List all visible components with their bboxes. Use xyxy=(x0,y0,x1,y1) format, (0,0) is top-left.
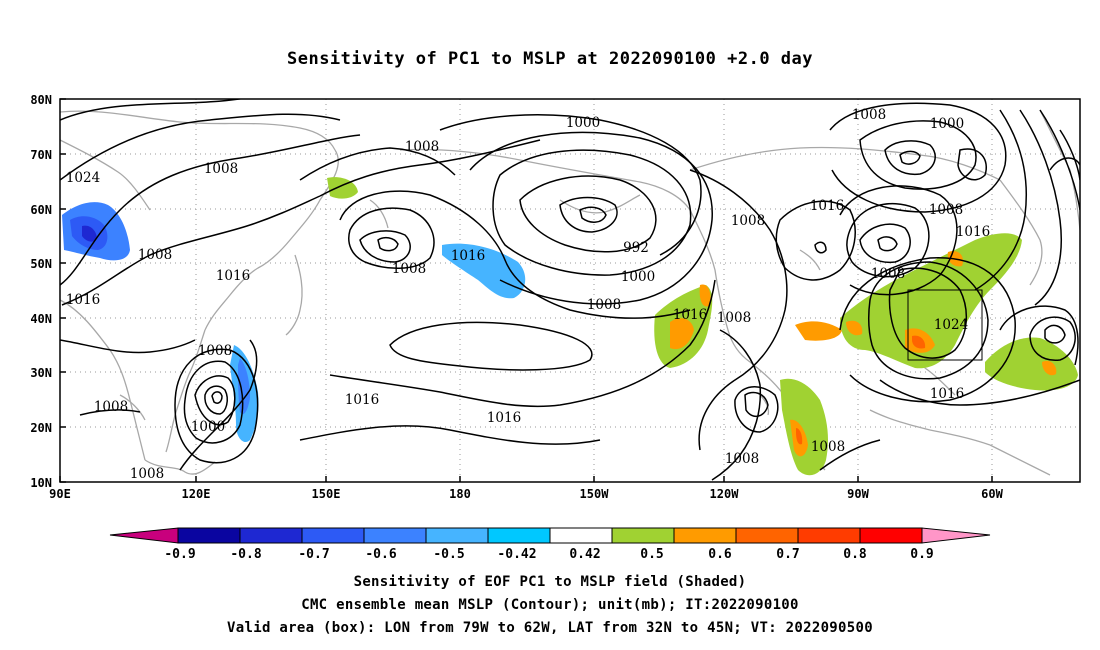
lon-tick-label: 150E xyxy=(312,487,341,501)
colorbar-tick-label: -0.9 xyxy=(164,547,195,562)
lon-tick-label: 150W xyxy=(580,487,610,501)
colorbar-tick-label: -0.7 xyxy=(298,547,329,562)
colorbar-cell xyxy=(301,527,365,544)
lat-tick-label: 40N xyxy=(30,312,52,326)
mslp-contours xyxy=(60,99,1080,481)
contour-label: 1008 xyxy=(405,139,439,155)
colorbar-tick-label: -0.5 xyxy=(433,547,464,562)
valid-area-box xyxy=(907,289,983,361)
lat-tick-label: 50N xyxy=(30,257,52,271)
lon-tick-labels: 90E 120E 150E 180 150W 120W 90W 60W xyxy=(49,487,1003,501)
caption-line-1: Sensitivity of EOF PC1 to MSLP field (Sh… xyxy=(353,574,747,590)
colorbar-cell xyxy=(177,527,241,544)
colorbar-cell xyxy=(487,527,551,544)
contour-label: 1008 xyxy=(198,343,232,359)
lat-tick-label: 20N xyxy=(30,421,52,435)
contour-label: 1000 xyxy=(930,116,964,132)
contour-label: 1024 xyxy=(66,170,100,186)
contour-label: 1008 xyxy=(871,266,905,282)
contour-label: 1008 xyxy=(204,161,238,177)
caption-line-3: Valid area (box): LON from 79W to 62W, L… xyxy=(227,620,873,636)
contour-label: 1008 xyxy=(731,213,765,229)
colorbar-left-triangle xyxy=(109,527,179,544)
colorbar-cell xyxy=(363,527,427,544)
colorbar-tick-label: 0.9 xyxy=(910,547,933,562)
colorbar-tick-label: -0.6 xyxy=(365,547,396,562)
contour-label: 1000 xyxy=(566,115,600,131)
colorbar-cell xyxy=(735,527,799,544)
colorbar-cell xyxy=(673,527,737,544)
contour-label: 1008 xyxy=(929,202,963,218)
colorbar-tick-label: -0.8 xyxy=(230,547,261,562)
colorbar-cell xyxy=(611,527,675,544)
contour-label: 1024 xyxy=(934,317,968,333)
caption-line-2: CMC ensemble mean MSLP (Contour); unit(m… xyxy=(301,597,799,613)
contour-label: 1016 xyxy=(216,268,250,284)
contour-labels: 1000 1024 1008 1008 1008 1016 1016 1008 … xyxy=(66,107,990,482)
contour-label: 1016 xyxy=(451,248,485,264)
contour-label: 1000 xyxy=(621,269,655,285)
colorbar-tick-label: 0.6 xyxy=(708,547,732,562)
colorbar-tick-label: -0.42 xyxy=(497,547,536,562)
contour-label: 1008 xyxy=(94,399,128,415)
contour-label: 1008 xyxy=(725,451,759,467)
contour-label: 1008 xyxy=(130,466,164,482)
contour-label: 1008 xyxy=(587,297,621,313)
colorbar xyxy=(109,527,991,544)
contour-label: 1016 xyxy=(956,224,990,240)
colorbar-cell xyxy=(859,527,923,544)
contour-label: 1016 xyxy=(345,392,379,408)
lon-tick-label: 120W xyxy=(710,487,740,501)
contour-label: 992 xyxy=(623,240,649,256)
contour-label: 1008 xyxy=(852,107,886,123)
contour-label: 1016 xyxy=(810,198,844,214)
lat-tick-label: 10N xyxy=(30,476,52,490)
colorbar-cell xyxy=(425,527,489,544)
lat-tick-label: 70N xyxy=(30,148,52,162)
contour-label: 1016 xyxy=(66,292,100,308)
colorbar-right-triangle xyxy=(921,527,991,544)
lon-tick-label: 120E xyxy=(182,487,211,501)
colorbar-tick-label: 0.7 xyxy=(776,547,799,562)
colorbar-tick-label: 0.42 xyxy=(569,547,600,562)
plot-border xyxy=(59,98,1081,483)
lat-tick-labels: 80N 70N 60N 50N 40N 30N 20N 10N xyxy=(30,93,52,490)
lat-tick-label: 30N xyxy=(30,366,52,380)
lon-tick-label: 90W xyxy=(847,487,869,501)
colorbar-tick-labels: -0.9 -0.8 -0.7 -0.6 -0.5 -0.42 0.42 0.5 … xyxy=(164,547,933,562)
contour-label: 1000 xyxy=(191,419,225,435)
map-title: Sensitivity of PC1 to MSLP at 2022090100… xyxy=(286,49,813,69)
contour-label: 1008 xyxy=(392,261,426,277)
contour-label: 1016 xyxy=(673,307,707,323)
colorbar-cell xyxy=(239,527,303,544)
colorbar-cell xyxy=(797,527,861,544)
lat-tick-label: 60N xyxy=(30,203,52,217)
lon-tick-label: 90E xyxy=(49,487,71,501)
lon-tick-label: 180 xyxy=(449,487,471,501)
colorbar-tick-label: 0.8 xyxy=(843,547,867,562)
contour-label: 1008 xyxy=(138,247,172,263)
contour-label: 1008 xyxy=(811,439,845,455)
axis-ticks xyxy=(59,98,993,483)
contour-label: 1016 xyxy=(487,410,521,426)
colorbar-cell xyxy=(549,527,613,544)
lon-tick-label: 60W xyxy=(981,487,1003,501)
contour-label: 1016 xyxy=(930,386,964,402)
colorbar-tick-label: 0.5 xyxy=(640,547,663,562)
contour-label: 1008 xyxy=(717,310,751,326)
lat-tick-label: 80N xyxy=(30,93,52,107)
